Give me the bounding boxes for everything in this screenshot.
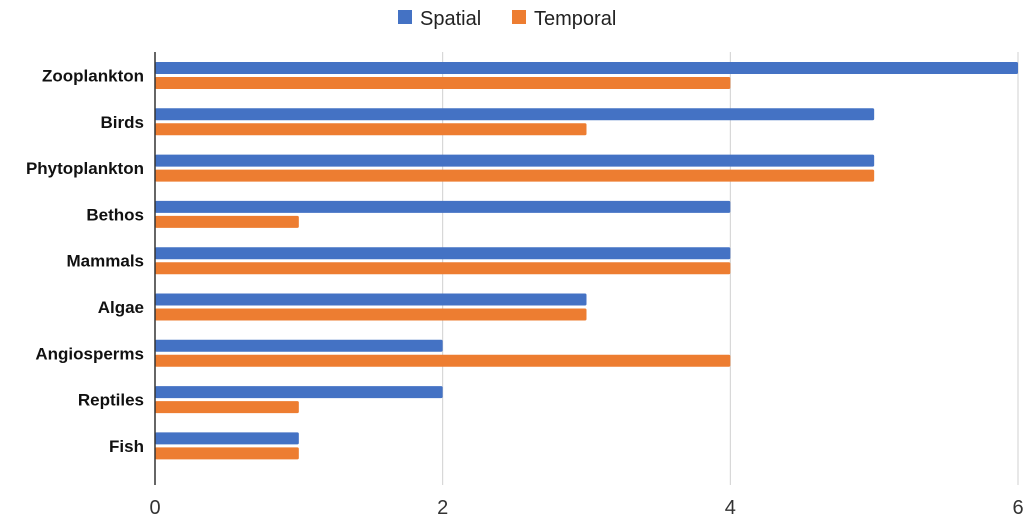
x-tick-label-6: 6 <box>1012 497 1023 519</box>
category-label-reptiles: Reptiles <box>78 391 144 410</box>
bar-temporal-algae <box>155 308 587 321</box>
legend-swatch-temporal <box>512 10 526 24</box>
x-tick-label-0: 0 <box>149 497 160 519</box>
bar-spatial-reptiles <box>155 386 443 399</box>
bar-spatial-algae <box>155 293 587 306</box>
bar-spatial-birds <box>155 108 875 121</box>
legend-label-spatial: Spatial <box>420 8 481 30</box>
legend-label-temporal: Temporal <box>534 8 616 30</box>
bar-temporal-birds <box>155 123 587 136</box>
category-label-algae: Algae <box>98 298 144 317</box>
bar-temporal-zooplankton <box>155 77 731 89</box>
bar-temporal-reptiles <box>155 401 299 414</box>
category-label-bethos: Bethos <box>86 205 144 224</box>
category-label-birds: Birds <box>101 113 144 132</box>
category-label-mammals: Mammals <box>67 252 144 271</box>
bar-spatial-phytoplankton <box>155 154 875 167</box>
category-label-zooplankton: Zooplankton <box>42 67 144 86</box>
bars <box>155 62 1018 460</box>
category-label-fish: Fish <box>109 437 144 456</box>
bar-temporal-mammals <box>155 262 731 275</box>
bar-spatial-angiosperms <box>155 339 443 352</box>
bar-spatial-zooplankton <box>155 62 1018 74</box>
category-labels: Zooplankton Birds Phytoplankton Bethos Mamma… <box>26 67 144 456</box>
category-label-angiosperms: Angiosperms <box>35 344 144 363</box>
bar-temporal-bethos <box>155 215 299 228</box>
bar-temporal-fish <box>155 447 299 460</box>
bar-temporal-phytoplankton <box>155 169 875 182</box>
legend: Spatial Temporal <box>398 8 616 30</box>
legend-swatch-spatial <box>398 10 412 24</box>
x-tick-label-4: 4 <box>725 497 736 519</box>
x-tick-label-2: 2 <box>437 497 448 519</box>
bar-spatial-mammals <box>155 247 731 260</box>
bar-temporal-angiosperms <box>155 354 731 367</box>
bar-spatial-bethos <box>155 200 731 213</box>
category-label-phytoplankton: Phytoplankton <box>26 159 144 178</box>
x-tick-labels: 0 2 4 6 <box>149 497 1023 519</box>
bar-spatial-fish <box>155 432 299 445</box>
